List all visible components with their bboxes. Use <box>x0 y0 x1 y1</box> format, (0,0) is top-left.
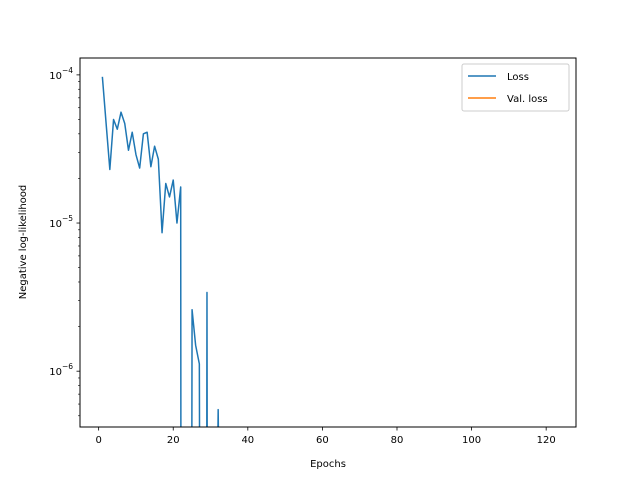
x-tick-label: 20 <box>167 435 180 446</box>
legend-label-val-loss: Val. loss <box>507 94 548 105</box>
plot-background <box>80 58 576 427</box>
x-tick-label: 100 <box>462 435 481 446</box>
x-tick-label: 40 <box>241 435 254 446</box>
x-tick-label: 80 <box>391 435 404 446</box>
y-tick-label: 10−4 <box>49 66 73 82</box>
x-tick-label: 60 <box>316 435 329 446</box>
x-tick-label: 120 <box>537 435 556 446</box>
y-tick-label: 10−5 <box>49 214 73 230</box>
series-layer <box>101 76 220 427</box>
y-axis-label: Negative log-likelihood <box>18 185 29 300</box>
legend: Loss Val. loss <box>461 63 570 112</box>
x-tick-label: 0 <box>95 435 101 446</box>
series-line-0 <box>101 76 220 427</box>
legend-label-loss: Loss <box>507 72 529 83</box>
plot-frame <box>79 57 577 428</box>
y-tick-label: 10−6 <box>49 362 73 378</box>
y-axis: 10−6 10−5 10−4 <box>49 66 80 417</box>
x-axis-label: Epochs <box>310 459 346 470</box>
x-axis: 0 20 40 60 80 100 120 <box>95 427 556 446</box>
